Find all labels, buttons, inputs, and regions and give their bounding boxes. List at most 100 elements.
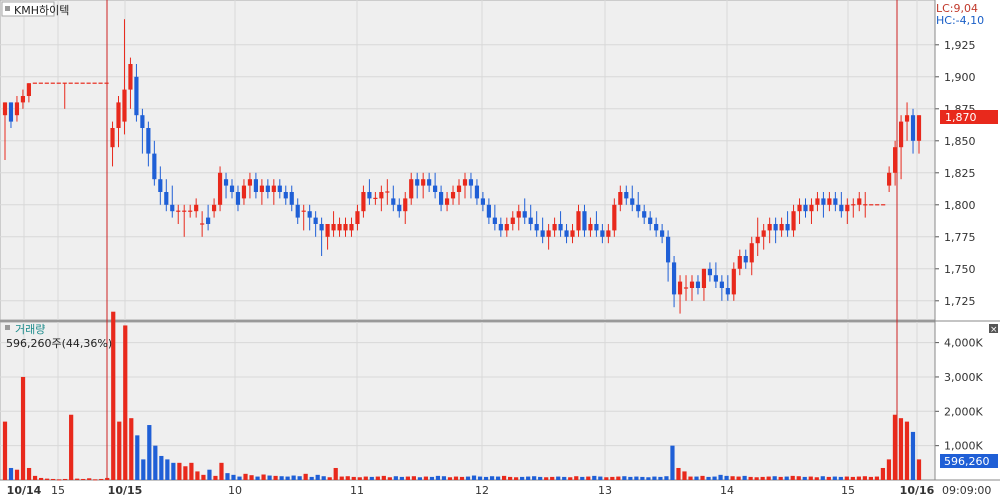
volume-bar [273, 475, 278, 480]
volume-title: 거래량 [15, 323, 45, 336]
candle [916, 115, 922, 154]
candle-body [624, 192, 629, 199]
volume-bar [309, 476, 314, 480]
candle-body [337, 224, 342, 231]
candle [719, 275, 724, 301]
candle-body [241, 185, 247, 199]
candle [265, 179, 270, 199]
candle-body [785, 224, 790, 231]
volume-bar [20, 376, 26, 480]
candle [456, 179, 462, 205]
candle [636, 192, 641, 218]
candle [283, 185, 288, 205]
candle [773, 217, 778, 244]
volume-bar [135, 435, 140, 480]
volume-bar [604, 477, 609, 480]
volume-bar [63, 478, 68, 480]
candle [474, 179, 480, 205]
current-volume-value: 596,260 [944, 455, 990, 468]
candle-body [522, 211, 527, 218]
volume-bar [303, 473, 308, 480]
candle-body [343, 224, 348, 231]
volume-series [2, 311, 922, 481]
candle-body [558, 224, 563, 231]
candle [606, 224, 611, 244]
candle-body [444, 198, 450, 205]
volume-tick-label: 2,000K [944, 405, 983, 418]
volume-bar [652, 476, 657, 480]
candle [821, 192, 826, 218]
candle [648, 211, 653, 231]
candle [164, 179, 169, 212]
volume-bar [616, 476, 621, 480]
candle [534, 211, 539, 237]
volume-bar [634, 476, 639, 480]
volume-close-icon[interactable] [989, 324, 998, 333]
candle-body [439, 192, 444, 205]
candle-body [701, 268, 707, 288]
candle [277, 179, 282, 199]
candle-body [606, 230, 611, 237]
current-price-badge [940, 110, 998, 124]
candle-body [116, 102, 121, 128]
candle-body [791, 211, 796, 231]
candle-body [152, 153, 157, 180]
candle [833, 192, 838, 212]
candle-body [546, 230, 551, 237]
volume-bar [153, 445, 158, 480]
candle [152, 140, 157, 186]
candle-body [164, 192, 169, 205]
candle-body [654, 224, 659, 231]
candle [612, 198, 617, 237]
candle [8, 102, 14, 128]
candle [516, 204, 521, 231]
candle [182, 204, 187, 237]
volume-bar [712, 476, 717, 480]
volume-bar [117, 421, 122, 480]
volume-bar [910, 431, 916, 480]
candle-body [642, 211, 647, 218]
volume-bar [898, 418, 904, 480]
candle-body [194, 204, 199, 212]
candle [546, 224, 551, 250]
candle [295, 198, 300, 224]
candle-body [731, 268, 736, 295]
volume-bar [820, 476, 825, 480]
candle [552, 217, 557, 237]
candle [259, 179, 264, 205]
candle-body [391, 198, 396, 205]
candle [785, 211, 790, 237]
volume-bar [14, 469, 20, 480]
volume-bar [261, 474, 266, 480]
candle-body [492, 217, 497, 224]
volume-panel-toggle-icon[interactable] [5, 325, 10, 330]
candle-body [319, 224, 324, 231]
candle [893, 140, 898, 186]
price-tick-label: 1,850 [944, 135, 976, 148]
candle-body [355, 211, 360, 224]
candle [116, 96, 121, 148]
candle [253, 172, 258, 199]
volume-bar [99, 478, 104, 480]
candle-body [235, 192, 241, 205]
volume-bar [381, 475, 386, 480]
candle-body [307, 211, 312, 218]
candle [642, 204, 647, 224]
candle-body [618, 192, 623, 205]
candle-body [283, 192, 288, 199]
x-tick-label: 15 [841, 484, 855, 497]
candle-body [259, 185, 264, 192]
candle [176, 204, 181, 224]
candle-body [421, 179, 426, 186]
x-tick-label: 10/14 [7, 484, 42, 497]
candle [558, 211, 563, 237]
volume-bar [580, 476, 585, 480]
candle-body [211, 204, 217, 212]
price-panel-toggle-icon[interactable] [5, 6, 10, 11]
volume-bar [574, 476, 579, 480]
x-tick-label: 14 [720, 484, 734, 497]
candle [582, 204, 587, 237]
volume-bar [81, 478, 86, 480]
price-tick-label: 1,800 [944, 199, 976, 212]
x-tick-label: 15 [51, 484, 65, 497]
